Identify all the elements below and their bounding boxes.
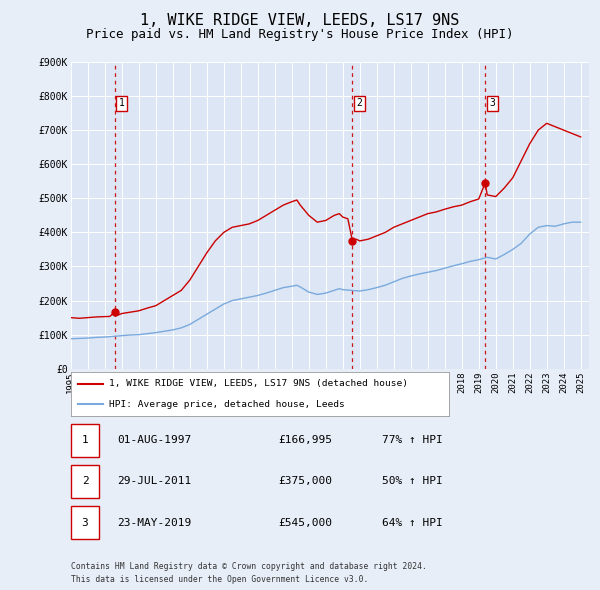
Text: Contains HM Land Registry data © Crown copyright and database right 2024.: Contains HM Land Registry data © Crown c… — [71, 562, 427, 571]
Text: 77% ↑ HPI: 77% ↑ HPI — [382, 435, 443, 445]
Text: 2: 2 — [356, 99, 362, 109]
Text: Price paid vs. HM Land Registry's House Price Index (HPI): Price paid vs. HM Land Registry's House … — [86, 28, 514, 41]
FancyBboxPatch shape — [71, 424, 100, 457]
Text: 3: 3 — [82, 518, 88, 527]
Text: 1: 1 — [82, 435, 88, 445]
Text: 64% ↑ HPI: 64% ↑ HPI — [382, 518, 443, 527]
Text: 1: 1 — [119, 99, 125, 109]
Text: 01-AUG-1997: 01-AUG-1997 — [118, 435, 192, 445]
FancyBboxPatch shape — [71, 465, 100, 498]
Text: This data is licensed under the Open Government Licence v3.0.: This data is licensed under the Open Gov… — [71, 575, 368, 584]
Text: £545,000: £545,000 — [278, 518, 332, 527]
Text: HPI: Average price, detached house, Leeds: HPI: Average price, detached house, Leed… — [109, 399, 344, 408]
Text: 1, WIKE RIDGE VIEW, LEEDS, LS17 9NS: 1, WIKE RIDGE VIEW, LEEDS, LS17 9NS — [140, 13, 460, 28]
Text: 2: 2 — [82, 477, 88, 486]
Text: 23-MAY-2019: 23-MAY-2019 — [118, 518, 192, 527]
Text: 29-JUL-2011: 29-JUL-2011 — [118, 477, 192, 486]
Text: £166,995: £166,995 — [278, 435, 332, 445]
Text: £375,000: £375,000 — [278, 477, 332, 486]
Text: 1, WIKE RIDGE VIEW, LEEDS, LS17 9NS (detached house): 1, WIKE RIDGE VIEW, LEEDS, LS17 9NS (det… — [109, 379, 407, 388]
Text: 3: 3 — [490, 99, 496, 109]
Text: 50% ↑ HPI: 50% ↑ HPI — [382, 477, 443, 486]
FancyBboxPatch shape — [71, 506, 100, 539]
